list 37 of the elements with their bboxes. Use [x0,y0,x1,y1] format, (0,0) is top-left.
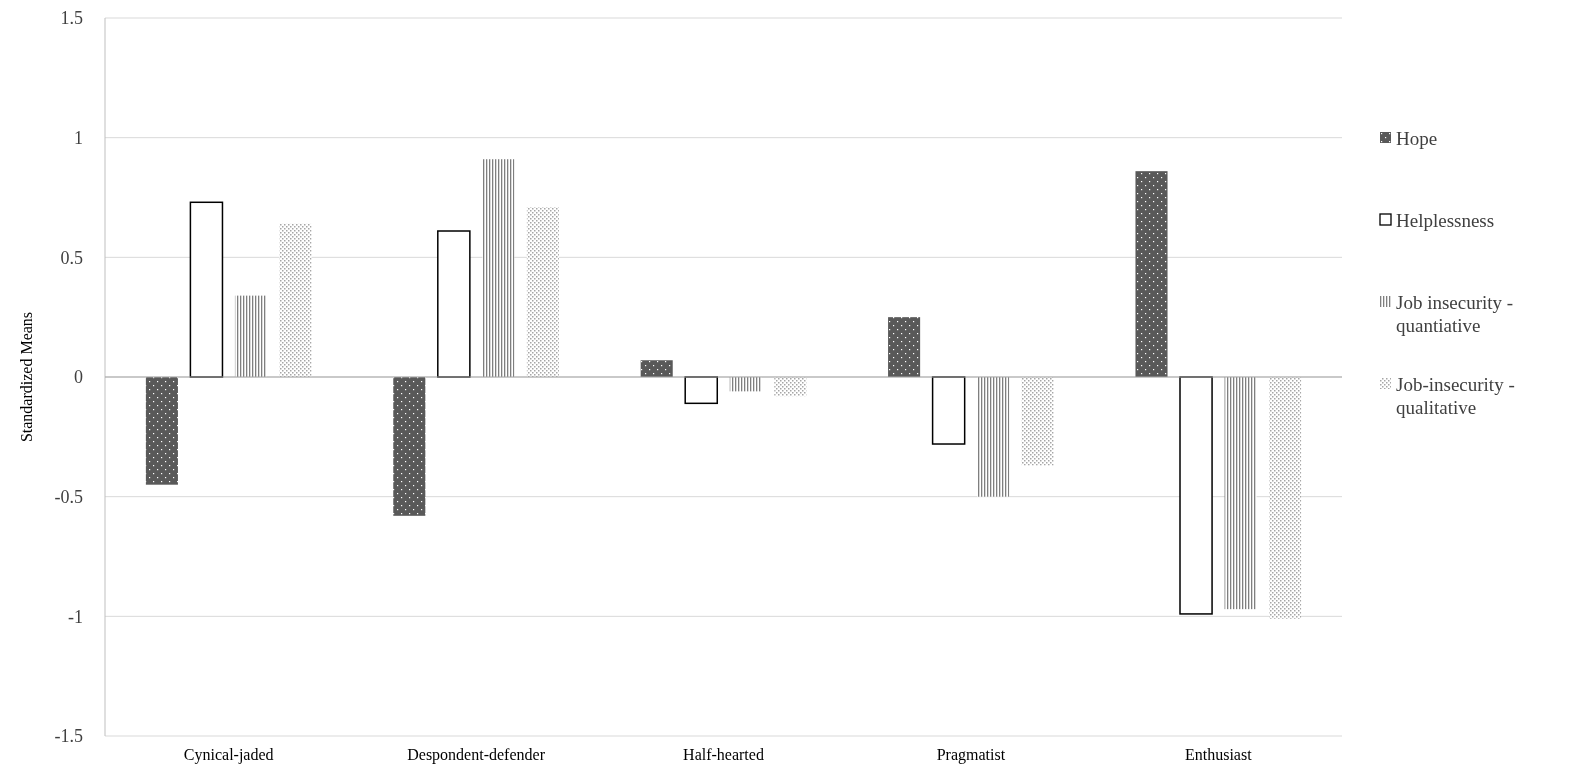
bar [279,223,312,377]
bar [1021,377,1054,466]
bar [393,377,426,516]
bar [729,377,762,392]
bar [774,377,807,397]
x-tick-label: Half-hearted [683,746,764,763]
bar [1179,376,1213,615]
legend-label: Hope [1396,127,1438,149]
bar [931,376,966,445]
bar [482,159,515,377]
bar [1224,377,1257,610]
y-tick-label: 0 [74,367,83,388]
x-tick-label: Cynical-jaded [183,746,274,764]
y-tick-label: -1.5 [54,726,83,747]
bar [189,201,224,378]
bar [1269,377,1302,619]
y-tick-label: 1 [74,127,83,148]
bar [145,377,178,485]
bar [977,377,1010,497]
bar [1135,171,1168,377]
bar [437,230,471,378]
y-tick-label: 1.5 [60,8,83,29]
x-tick-label: Despondent-defender [407,746,546,764]
bar [684,376,719,405]
bar [526,207,559,377]
bar [234,295,267,377]
bar [888,317,921,377]
y-axis-title: Standardized Means [18,311,35,443]
bar [640,360,673,377]
x-tick-label: Enthusiast [1184,746,1253,763]
y-tick-label: -0.5 [54,486,83,507]
x-tick-label: Pragmatist [936,746,1006,764]
legend-label: Job-insecurity - qualitative [1396,373,1515,419]
y-tick-label: 0.5 [60,247,83,268]
legend-label: Job insecurity - quantiative [1396,291,1514,337]
y-tick-label: -1 [68,606,83,627]
legend-label: Helplessness [1396,209,1495,231]
